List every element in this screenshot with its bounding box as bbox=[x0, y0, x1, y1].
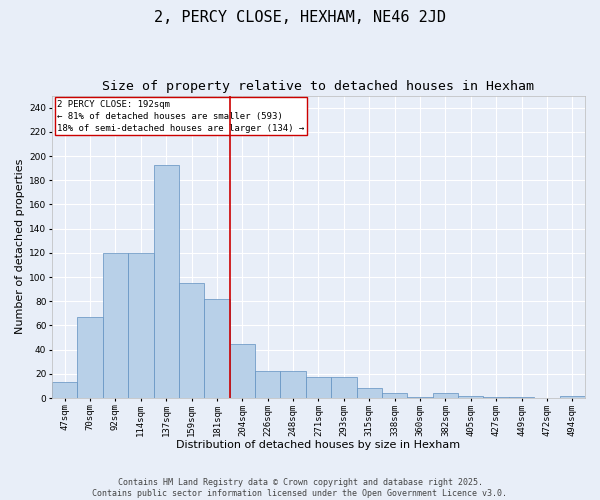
Bar bbox=[433, 393, 458, 398]
Bar bbox=[77, 317, 103, 398]
Text: 2 PERCY CLOSE: 192sqm
← 81% of detached houses are smaller (593)
18% of semi-det: 2 PERCY CLOSE: 192sqm ← 81% of detached … bbox=[58, 100, 305, 132]
Bar bbox=[154, 164, 179, 398]
Bar bbox=[280, 372, 306, 398]
Bar bbox=[52, 382, 77, 398]
Bar bbox=[484, 397, 509, 398]
Text: 2, PERCY CLOSE, HEXHAM, NE46 2JD: 2, PERCY CLOSE, HEXHAM, NE46 2JD bbox=[154, 10, 446, 25]
Title: Size of property relative to detached houses in Hexham: Size of property relative to detached ho… bbox=[103, 80, 535, 93]
X-axis label: Distribution of detached houses by size in Hexham: Distribution of detached houses by size … bbox=[176, 440, 461, 450]
Bar bbox=[331, 378, 356, 398]
Bar bbox=[128, 253, 154, 398]
Bar bbox=[103, 253, 128, 398]
Bar bbox=[560, 396, 585, 398]
Bar bbox=[179, 283, 204, 398]
Bar bbox=[255, 372, 280, 398]
Text: Contains HM Land Registry data © Crown copyright and database right 2025.
Contai: Contains HM Land Registry data © Crown c… bbox=[92, 478, 508, 498]
Bar bbox=[509, 397, 534, 398]
Bar bbox=[458, 396, 484, 398]
Bar bbox=[230, 344, 255, 398]
Bar bbox=[204, 299, 230, 398]
Bar bbox=[306, 378, 331, 398]
Bar bbox=[356, 388, 382, 398]
Bar bbox=[407, 397, 433, 398]
Y-axis label: Number of detached properties: Number of detached properties bbox=[15, 159, 25, 334]
Bar bbox=[382, 393, 407, 398]
